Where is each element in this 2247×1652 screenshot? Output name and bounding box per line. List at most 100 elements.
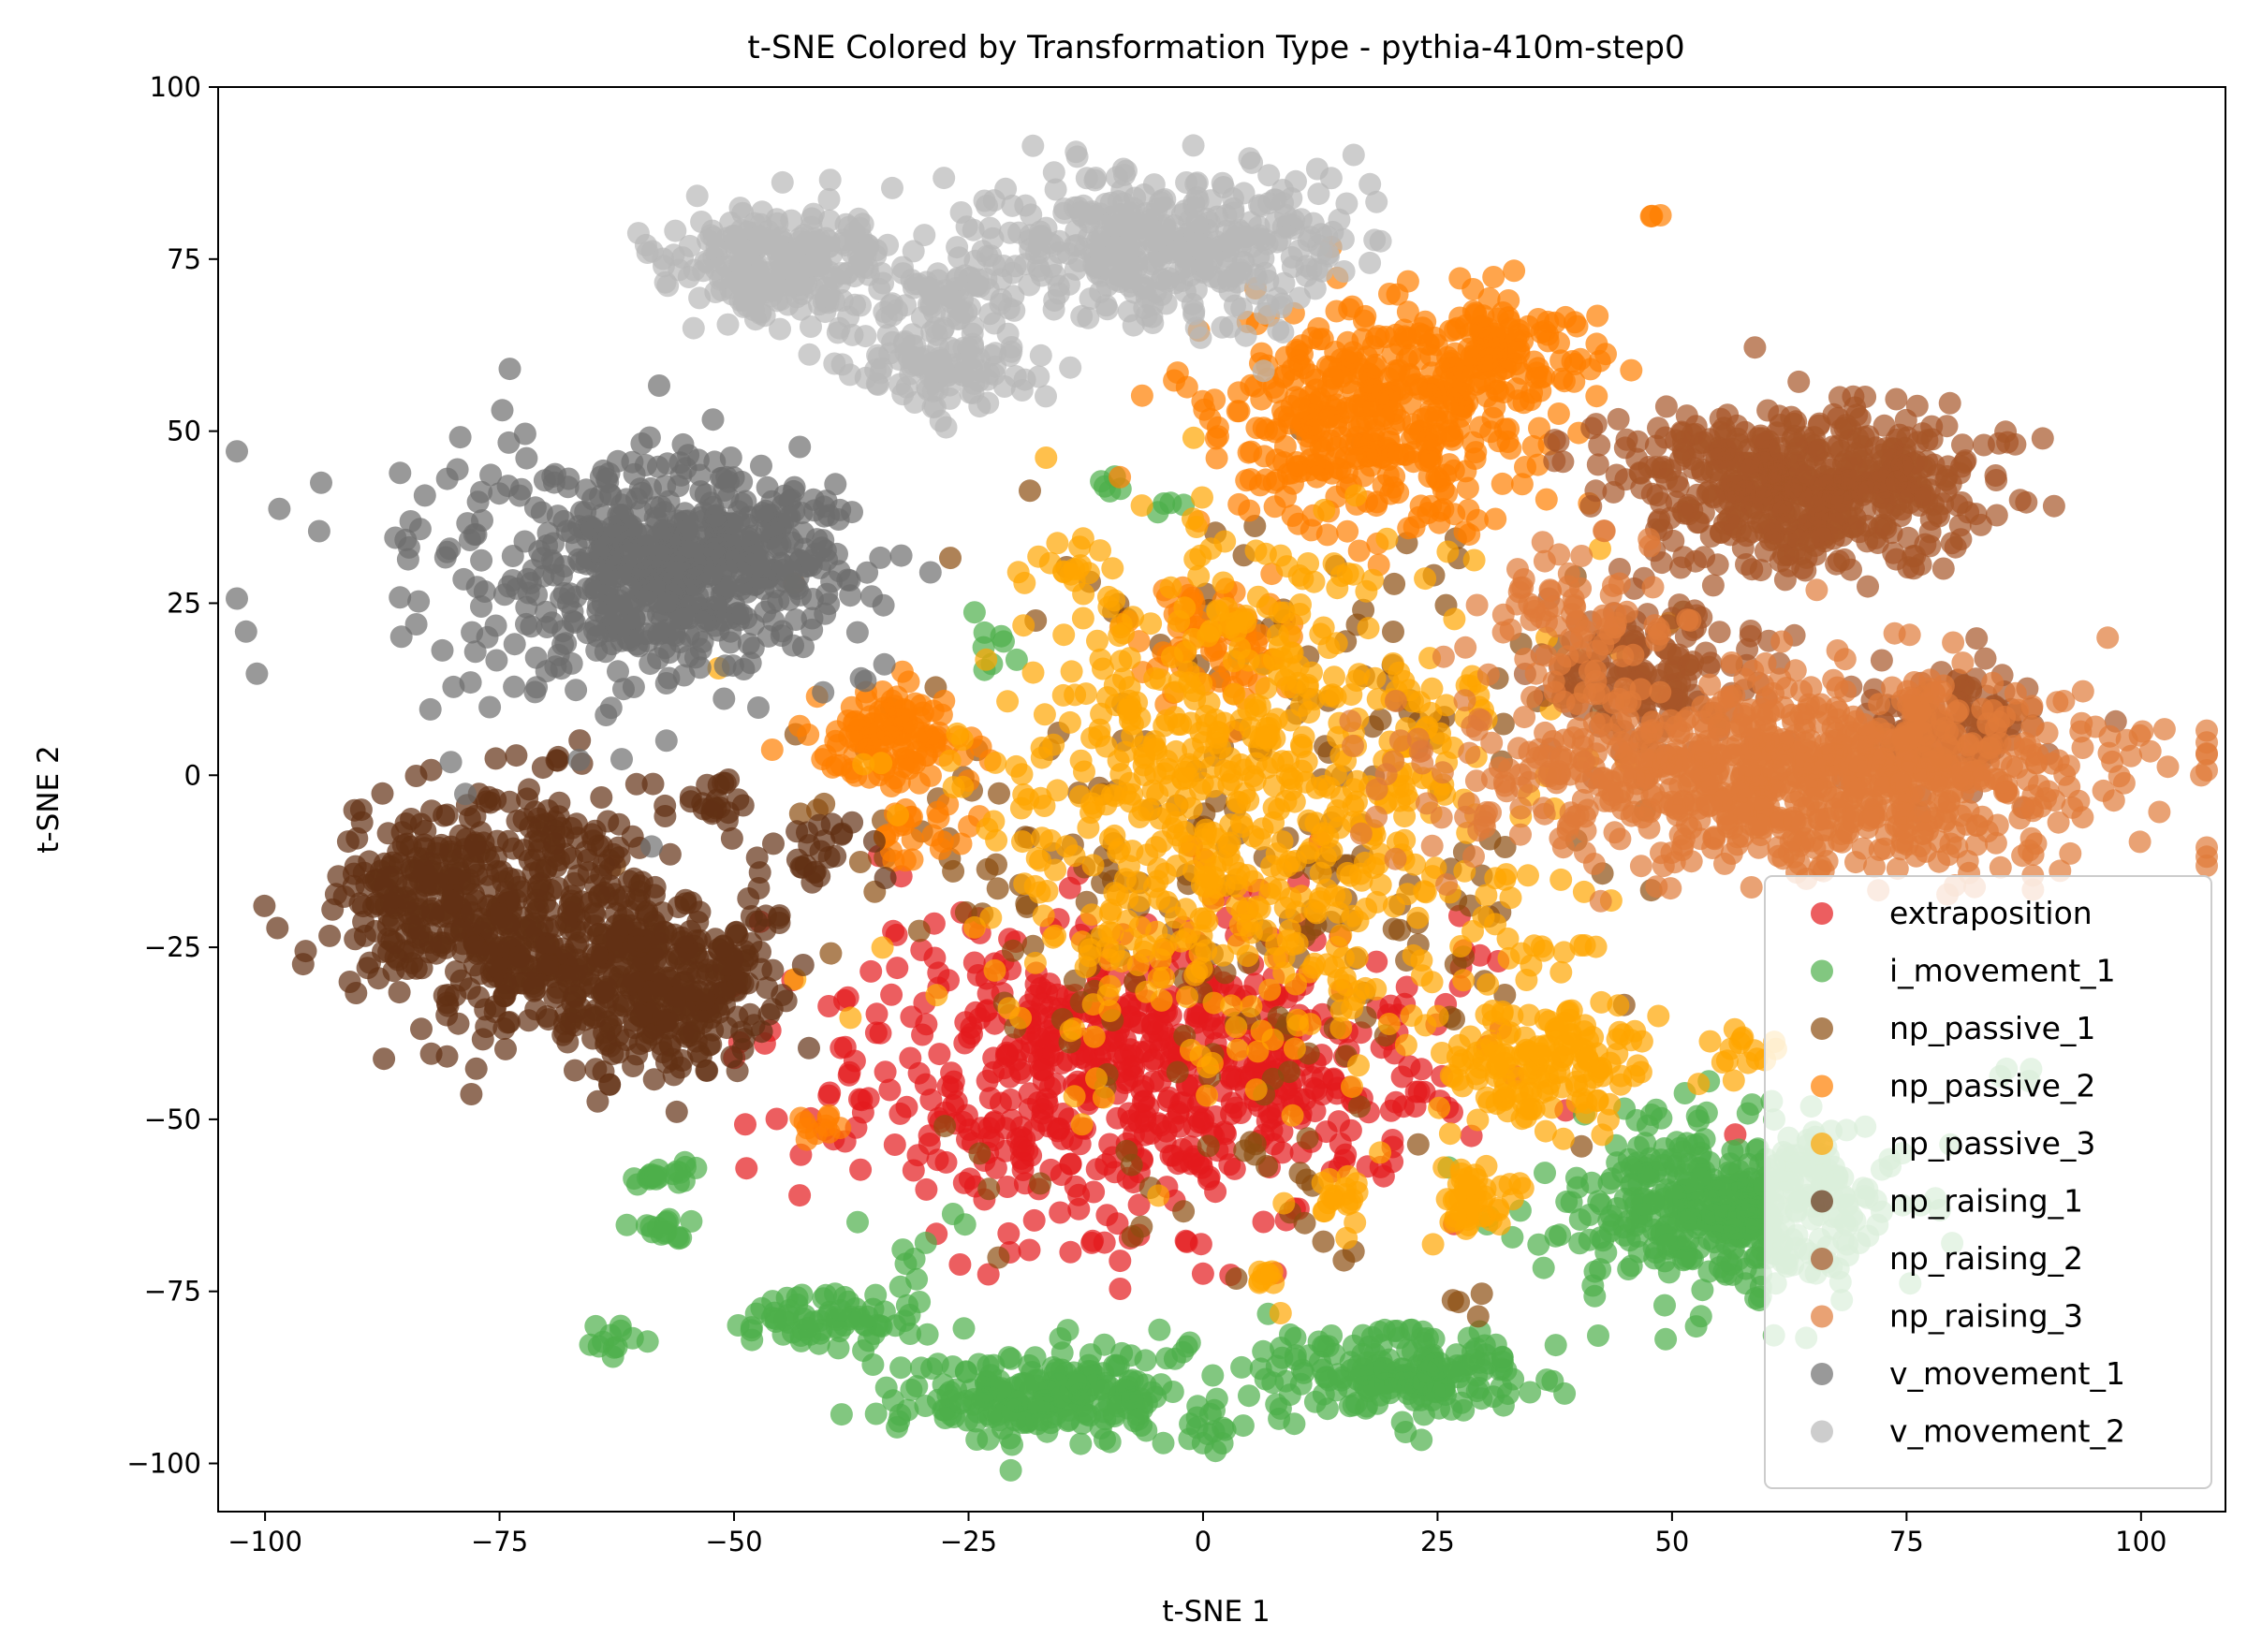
scatter-point [1402, 943, 1425, 967]
scatter-point [1265, 448, 1288, 472]
scatter-point [1311, 1066, 1334, 1089]
scatter-point [680, 1209, 703, 1233]
scatter-point [1744, 1287, 1768, 1310]
scatter-point [429, 905, 452, 928]
scatter-point [1254, 1367, 1277, 1391]
scatter-point [1183, 963, 1207, 987]
scatter-point [872, 730, 895, 753]
scatter-point [1740, 1093, 1764, 1117]
scatter-point [987, 1246, 1010, 1269]
scatter-point [1002, 939, 1024, 962]
scatter-point [953, 1213, 977, 1236]
scatter-point [359, 951, 381, 974]
scatter-point [1068, 535, 1092, 559]
scatter-point [817, 1104, 841, 1127]
scatter-point [1514, 456, 1536, 478]
scatter-point [1484, 1333, 1507, 1356]
scatter-point [1139, 1122, 1163, 1145]
scatter-point [658, 842, 682, 866]
scatter-point [1540, 1096, 1564, 1119]
scatter-point [824, 1282, 846, 1306]
scatter-point [1397, 789, 1420, 812]
scatter-point [377, 940, 401, 963]
scatter-point [1290, 694, 1313, 717]
scatter-point [874, 867, 897, 890]
scatter-point [1046, 532, 1069, 555]
scatter-point [962, 601, 986, 624]
scatter-point [1259, 876, 1283, 899]
scatter-point [1281, 1104, 1304, 1127]
scatter-point [1578, 1228, 1601, 1251]
scatter-point [997, 1346, 1021, 1369]
scatter-point [1329, 1016, 1353, 1040]
scatter-point [797, 723, 820, 746]
scatter-point [1005, 648, 1028, 671]
scatter-point [1103, 1161, 1126, 1184]
scatter-point [1026, 1002, 1050, 1026]
scatter-point [1672, 1249, 1696, 1272]
scatter-point [1006, 561, 1030, 584]
scatter-point [1349, 862, 1373, 885]
scatter-point [1041, 926, 1065, 949]
scatter-point [1279, 886, 1302, 910]
scatter-point [908, 1291, 932, 1313]
scatter-point [1173, 760, 1197, 783]
scatter-point [537, 899, 561, 922]
scatter-point [1572, 880, 1595, 903]
scatter-point [1325, 300, 1348, 323]
scatter-point [521, 972, 545, 995]
scatter-point [1220, 1067, 1242, 1090]
scatter-point [1636, 1162, 1659, 1186]
scatter-point [1496, 1023, 1520, 1046]
scatter-point [975, 648, 998, 671]
scatter-point [371, 782, 394, 805]
scatter-point [1004, 1409, 1026, 1432]
scatter-point [1225, 1016, 1248, 1039]
scatter-point [1297, 841, 1320, 865]
scatter-point [977, 1427, 1000, 1451]
scatter-point [1339, 1118, 1362, 1142]
scatter-point [1229, 1102, 1253, 1124]
scatter-point [1119, 1038, 1142, 1061]
scatter-point [1323, 665, 1345, 689]
scatter-point [977, 1263, 1000, 1286]
scatter-point [940, 1061, 963, 1085]
scatter-point [564, 1059, 586, 1082]
scatter-point [735, 1157, 758, 1180]
scatter-point [647, 1165, 670, 1189]
scatter-point [761, 1290, 785, 1313]
scatter-point [1711, 1051, 1734, 1074]
scatter-point [949, 1392, 972, 1415]
scatter-point [1191, 771, 1214, 795]
scatter-point [253, 894, 276, 917]
scatter-point [1344, 484, 1368, 507]
scatter-point [1035, 880, 1059, 902]
scatter-point [1109, 465, 1132, 489]
scatter-point [1938, 391, 1961, 415]
scatter-point [1365, 890, 1388, 914]
scatter-point [596, 810, 620, 833]
scatter-point [1458, 1174, 1481, 1197]
scatter-point [1278, 412, 1301, 435]
scatter-point [1363, 356, 1386, 379]
scatter-point [934, 1150, 958, 1174]
scatter-point [1171, 1340, 1195, 1364]
scatter-point [889, 1102, 912, 1125]
scatter-point [1134, 1349, 1157, 1372]
scatter-point [1426, 1357, 1449, 1381]
scatter-point [1549, 1223, 1572, 1247]
scatter-point [1496, 431, 1520, 453]
scatter-point [1703, 1231, 1726, 1254]
scatter-point [1620, 358, 1643, 382]
scatter-point [1534, 1162, 1556, 1185]
scatter-point [1143, 730, 1167, 753]
scatter-point [1066, 1373, 1090, 1396]
scatter-point [1143, 666, 1167, 690]
scatter-point [1687, 1073, 1711, 1096]
scatter-point [1493, 868, 1517, 891]
scatter-point [414, 874, 437, 898]
scatter-point [1059, 1240, 1082, 1264]
scatter-point [1250, 342, 1273, 365]
scatter-point [1383, 362, 1406, 386]
scatter-point [1213, 961, 1237, 985]
